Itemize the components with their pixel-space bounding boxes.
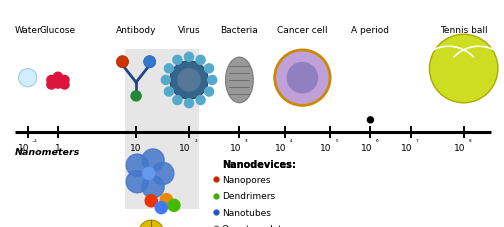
Text: Water: Water <box>14 26 41 35</box>
Ellipse shape <box>170 62 208 100</box>
Ellipse shape <box>196 96 205 105</box>
Text: 10: 10 <box>230 143 241 152</box>
Ellipse shape <box>184 99 194 108</box>
Ellipse shape <box>196 56 205 65</box>
Ellipse shape <box>19 69 37 87</box>
Text: ⁶: ⁶ <box>375 139 379 145</box>
Text: Dendrimers: Dendrimers <box>222 192 275 200</box>
Text: Nanopores: Nanopores <box>222 175 270 184</box>
Text: Quantum dots: Quantum dots <box>222 224 286 227</box>
Ellipse shape <box>53 80 62 89</box>
Text: Nanometers: Nanometers <box>15 148 80 156</box>
Ellipse shape <box>429 35 498 103</box>
Ellipse shape <box>160 194 172 206</box>
Ellipse shape <box>155 202 167 214</box>
Ellipse shape <box>275 51 330 106</box>
Ellipse shape <box>144 56 156 69</box>
Ellipse shape <box>287 63 318 93</box>
Ellipse shape <box>145 195 157 207</box>
Ellipse shape <box>60 76 69 85</box>
Bar <box>125 50 199 209</box>
Text: 10: 10 <box>131 143 142 152</box>
Ellipse shape <box>53 73 62 82</box>
Text: Virus: Virus <box>178 26 200 35</box>
Ellipse shape <box>126 171 148 193</box>
Ellipse shape <box>143 168 155 180</box>
Ellipse shape <box>164 64 173 74</box>
Ellipse shape <box>178 69 200 92</box>
Text: Nanodevices:: Nanodevices: <box>222 159 296 169</box>
Text: ²: ² <box>194 139 197 145</box>
Text: 10: 10 <box>275 143 286 152</box>
Ellipse shape <box>47 76 56 85</box>
Ellipse shape <box>205 64 214 74</box>
Text: ⁴: ⁴ <box>290 139 292 145</box>
Text: ⁵: ⁵ <box>335 139 338 145</box>
Text: 1: 1 <box>55 143 61 152</box>
Text: 10: 10 <box>454 143 465 152</box>
Ellipse shape <box>184 53 194 62</box>
Text: Cancer cell: Cancer cell <box>277 26 328 35</box>
Ellipse shape <box>168 199 180 212</box>
Ellipse shape <box>205 88 214 97</box>
Ellipse shape <box>142 176 164 198</box>
Ellipse shape <box>173 96 182 105</box>
Ellipse shape <box>126 154 148 176</box>
Text: 10: 10 <box>401 143 412 152</box>
Ellipse shape <box>116 56 129 69</box>
Text: Tennis ball: Tennis ball <box>440 26 487 35</box>
Ellipse shape <box>142 149 164 171</box>
Text: Glucose: Glucose <box>40 26 76 35</box>
Text: Antibody: Antibody <box>116 26 156 35</box>
Ellipse shape <box>225 58 253 103</box>
Ellipse shape <box>60 81 69 90</box>
Text: Bacteria: Bacteria <box>221 26 258 35</box>
Ellipse shape <box>152 163 174 185</box>
Text: 10: 10 <box>321 143 332 152</box>
Ellipse shape <box>208 76 217 85</box>
Text: Nanodevices:: Nanodevices: <box>222 159 296 169</box>
Text: ⁷: ⁷ <box>416 139 419 145</box>
Ellipse shape <box>173 56 182 65</box>
Text: 10: 10 <box>18 143 29 152</box>
Ellipse shape <box>139 220 164 227</box>
Ellipse shape <box>164 88 173 97</box>
Text: 10: 10 <box>179 143 191 152</box>
Ellipse shape <box>47 81 56 90</box>
Text: ⁸: ⁸ <box>469 139 472 145</box>
Text: ³: ³ <box>244 139 247 145</box>
Text: Nanotubes: Nanotubes <box>222 208 271 217</box>
Ellipse shape <box>131 91 141 101</box>
Text: 10: 10 <box>361 143 372 152</box>
Ellipse shape <box>161 76 170 85</box>
Ellipse shape <box>367 117 373 123</box>
Text: A period: A period <box>351 26 390 35</box>
Text: ⁻¹: ⁻¹ <box>31 139 37 145</box>
